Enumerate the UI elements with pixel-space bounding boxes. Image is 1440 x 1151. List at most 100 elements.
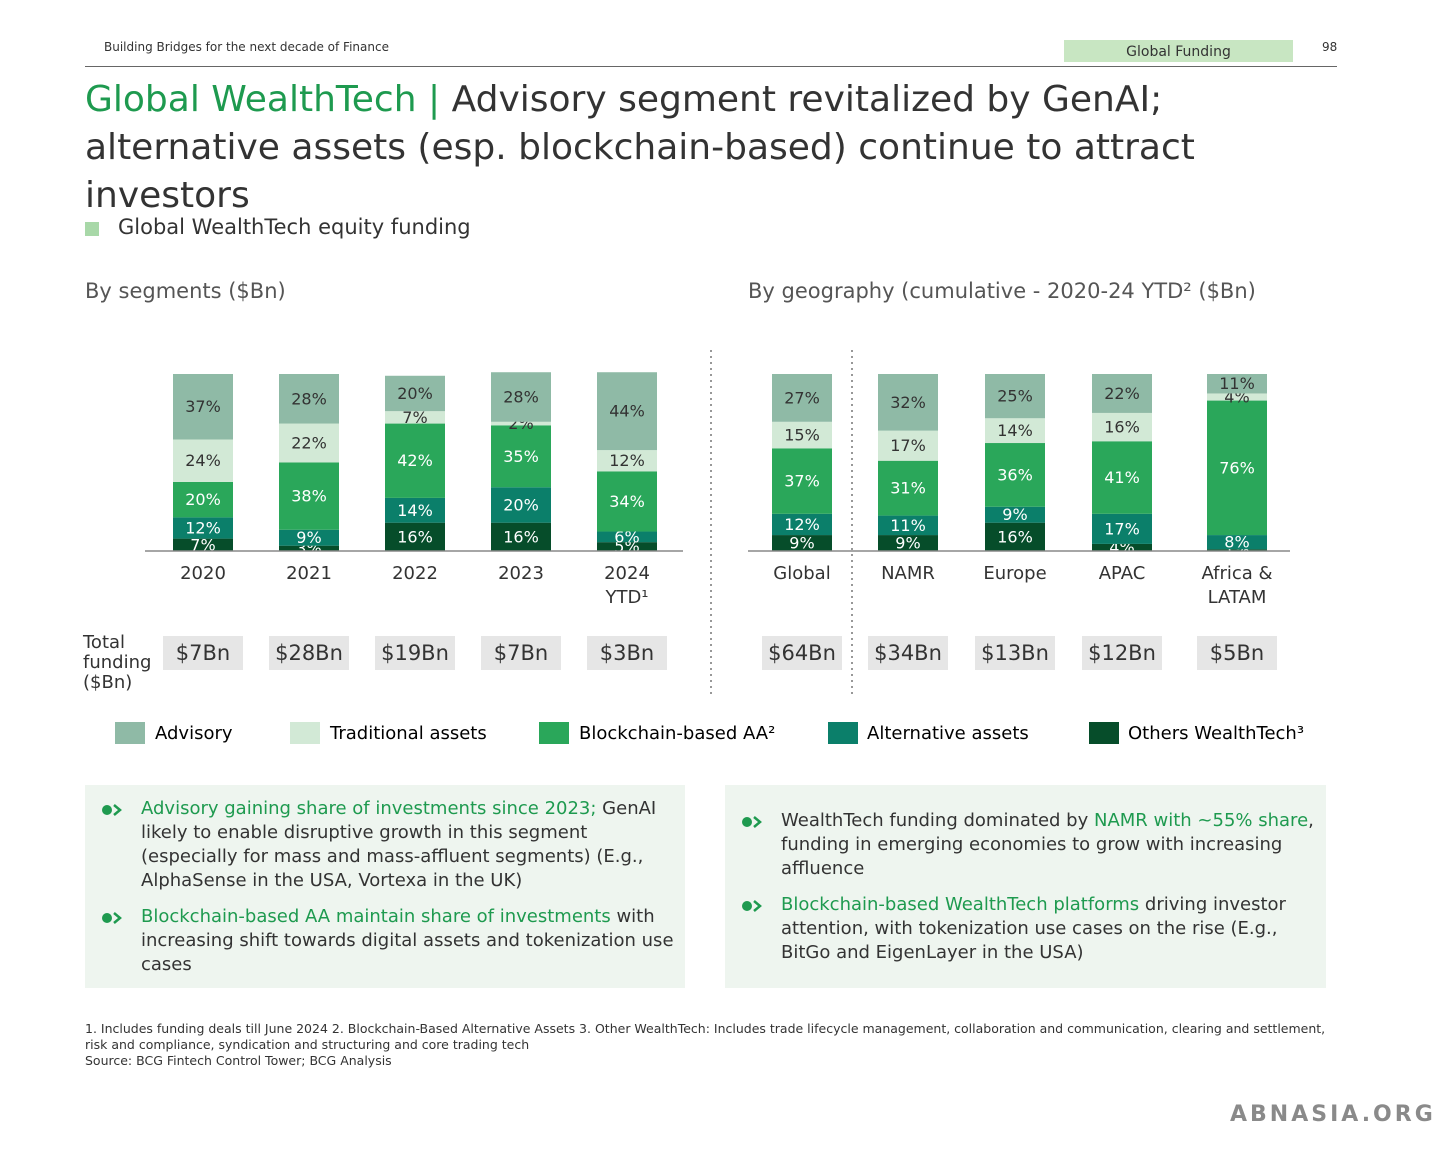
bar-segment: [772, 448, 832, 514]
value-label: 12%: [185, 518, 221, 537]
value-label: 12%: [609, 451, 645, 470]
bar-segment: [1207, 374, 1267, 394]
legend-label: Traditional assets: [329, 723, 487, 744]
insight-box: WealthTech funding dominated by NAMR wit…: [725, 785, 1326, 988]
bar-segment: [491, 425, 551, 488]
value-label: 14%: [997, 421, 1033, 440]
bar-segment: [279, 462, 339, 530]
section-heading: Global WealthTech equity funding: [118, 215, 471, 239]
bar-segment: [1092, 513, 1152, 544]
bar-segment: [597, 450, 657, 472]
value-label: 17%: [1104, 519, 1140, 538]
value-label: 41%: [1104, 468, 1140, 487]
bar-segment: [878, 515, 938, 536]
insight-highlight: Blockchain-based WealthTech platforms: [781, 894, 1140, 915]
bar-segment: [597, 372, 657, 451]
value-label: 32%: [890, 393, 926, 412]
value-label: 22%: [1104, 384, 1140, 403]
value-label: 22%: [291, 434, 327, 453]
value-label: 16%: [503, 527, 539, 546]
bar-segment: [385, 522, 445, 551]
total-box: [1197, 636, 1277, 670]
category-label: Africa & LATAM: [1201, 563, 1273, 608]
category-label: 2023: [498, 563, 544, 584]
chart-subtitle: By geography (cumulative - 2020-24 YTD² …: [748, 279, 1256, 303]
value-label: 9%: [296, 528, 321, 547]
bar-segment: [772, 513, 832, 536]
bar-segment: [491, 372, 551, 422]
total-box: [1082, 636, 1162, 670]
value-label: 12%: [784, 515, 820, 534]
category-label: APAC: [1098, 563, 1146, 584]
value-label: 11%: [890, 516, 926, 535]
legend-swatch: [290, 722, 320, 744]
value-label: 20%: [185, 490, 221, 509]
bar-segment: [985, 522, 1045, 551]
value-label: 20%: [503, 495, 539, 514]
bar-segment: [878, 374, 938, 431]
bar-segment: [1092, 543, 1152, 551]
total-box: [375, 636, 455, 670]
value-label: 20%: [397, 384, 433, 403]
chart-subtitle: By segments ($Bn): [85, 279, 286, 303]
value-label: 34%: [609, 492, 645, 511]
legend-swatch: [539, 722, 569, 744]
bar-segment: [385, 411, 445, 424]
title-separator: |: [428, 79, 441, 120]
total-label: $64Bn: [768, 641, 836, 665]
value-label: 9%: [789, 534, 814, 553]
bar-segment: [385, 423, 445, 498]
heading-marker: [85, 222, 99, 236]
insight: Blockchain-based WealthTech platforms dr…: [725, 893, 1326, 965]
bar-segment: [772, 374, 832, 422]
bar-segment: [173, 374, 233, 440]
insight-highlight: Blockchain-based AA maintain share of in…: [141, 906, 611, 927]
legend-swatch: [1089, 722, 1119, 744]
value-label: 8%: [1224, 533, 1249, 552]
charts: 7%12%20%24%37%3%9%38%22%28%16%14%42%7%20…: [115, 350, 1304, 744]
total-label: $28Bn: [275, 641, 343, 665]
value-label: 7%: [402, 408, 427, 427]
title-rest: Advisory segment revitalized by GenAI; a…: [85, 79, 1195, 216]
bar-segment: [491, 421, 551, 426]
value-label: 6%: [614, 527, 639, 546]
value-label: 16%: [1104, 418, 1140, 437]
bar-segment: [491, 522, 551, 551]
value-label: 9%: [1002, 505, 1027, 524]
bar-segment: [597, 531, 657, 543]
bar-segment: [279, 374, 339, 424]
value-label: 11%: [1219, 374, 1255, 393]
bar-segment: [1092, 412, 1152, 442]
bar-segment: [985, 418, 1045, 444]
header-rule: [85, 66, 1337, 67]
value-label: 28%: [291, 389, 327, 408]
bullet-icon: [742, 900, 762, 912]
bar-segment: [878, 430, 938, 461]
total-label: $13Bn: [981, 641, 1049, 665]
insight-text: GenAI likely to enable disruptive growth…: [141, 798, 657, 891]
bar-segment: [385, 497, 445, 523]
value-label: 16%: [997, 527, 1033, 546]
value-label: 14%: [397, 501, 433, 520]
legend-swatch: [115, 722, 145, 744]
bar-segment: [772, 535, 832, 551]
category-label: Europe: [983, 563, 1047, 584]
bar-segment: [385, 375, 445, 412]
bullet-icon: [742, 816, 762, 828]
bar-segment: [173, 538, 233, 551]
category-label: 2020: [180, 563, 226, 584]
legend-label: Advisory: [155, 723, 233, 744]
category-label: Global: [773, 563, 831, 584]
total-box: [481, 636, 561, 670]
value-label: 31%: [890, 479, 926, 498]
value-label: 27%: [784, 388, 820, 407]
bar-segment: [985, 506, 1045, 523]
footnotes: 1. Includes funding deals till June 2024…: [85, 1021, 1335, 1069]
bar-segment: [279, 423, 339, 463]
insight: Advisory gaining share of investments si…: [85, 797, 685, 893]
bar-segment: [173, 517, 233, 539]
bullet-icon: [102, 804, 122, 816]
value-label: 24%: [185, 451, 221, 470]
bar-segment: [1207, 535, 1267, 550]
